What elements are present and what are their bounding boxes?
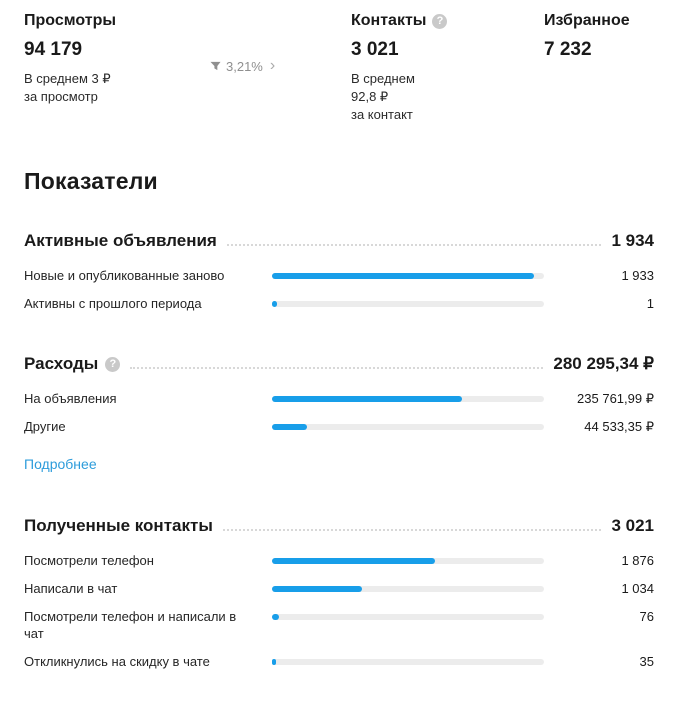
metric-row: Новые и опубликованные заново 1 933 xyxy=(24,267,654,284)
section-active-listings: Активные объявления 1 934 Новые и опубли… xyxy=(24,231,654,312)
metric-label: Написали в чат xyxy=(24,581,118,596)
bar-fill xyxy=(272,586,362,592)
bar-fill xyxy=(272,558,436,564)
contacts-label: Контакты xyxy=(351,12,427,29)
dotted-leader xyxy=(130,367,544,369)
section-total: 1 934 xyxy=(611,231,654,250)
metric-value: 35 xyxy=(639,654,654,669)
bar-track xyxy=(272,273,544,279)
section-title: Активные объявления xyxy=(24,231,217,250)
contacts-subtext: В среднем 92,8 ₽ за контакт xyxy=(351,71,415,122)
stat-views: Просмотры 94 179 В среднем 3 ₽ за просмо… xyxy=(24,12,116,106)
metric-rows: Посмотрели телефон 1 876 Написали в чат … xyxy=(24,552,654,670)
section-expenses: Расходы 280 295,34 ₽ На объявления 235 7… xyxy=(24,354,654,474)
help-icon[interactable] xyxy=(105,356,121,372)
bar-fill xyxy=(272,614,279,620)
stat-contacts: Контакты 3 021 В среднем 92,8 ₽ за конта… xyxy=(351,12,448,124)
metric-label: Откликнулись на скидку в чате xyxy=(24,654,210,669)
metric-value: 235 761,99 ₽ xyxy=(577,391,654,406)
metric-value: 44 533,35 ₽ xyxy=(584,419,654,434)
dotted-leader xyxy=(226,244,602,246)
bar-track xyxy=(272,558,544,564)
metric-value: 1 933 xyxy=(621,268,654,283)
bar-fill xyxy=(272,301,278,307)
metric-row: Посмотрели телефон и написали в чат 76 xyxy=(24,608,654,642)
metric-row: Написали в чат 1 034 xyxy=(24,580,654,597)
metric-label: Посмотрели телефон xyxy=(24,553,154,568)
views-subtext: В среднем 3 ₽ за просмотр xyxy=(24,71,111,104)
stat-favorites: Избранное 7 232 xyxy=(544,12,630,61)
contacts-value: 3 021 xyxy=(351,39,399,60)
metric-row: Другие 44 533,35 ₽ xyxy=(24,418,654,435)
section-total: 280 295,34 ₽ xyxy=(553,354,654,373)
page-title: Показатели xyxy=(24,168,158,194)
metric-value: 76 xyxy=(639,609,654,624)
dotted-leader xyxy=(222,529,602,531)
help-icon[interactable] xyxy=(432,13,448,29)
metric-value: 1 876 xyxy=(621,553,654,568)
section-title: Полученные контакты xyxy=(24,516,213,535)
bar-track xyxy=(272,586,544,592)
metric-rows: Новые и опубликованные заново 1 933 Акти… xyxy=(24,267,654,312)
bar-track xyxy=(272,301,544,307)
section-header: Активные объявления 1 934 xyxy=(24,231,654,251)
funnel-icon xyxy=(210,61,221,72)
conversion-rate-value: 3,21% xyxy=(226,58,263,74)
bar-fill xyxy=(272,273,535,279)
favorites-label: Избранное xyxy=(544,12,630,29)
section-total: 3 021 xyxy=(611,516,654,535)
bar-track xyxy=(272,396,544,402)
conversion-rate-link[interactable]: 3,21% xyxy=(210,58,275,74)
metric-label: Другие xyxy=(24,419,66,434)
metric-rows: На объявления 235 761,99 ₽ Другие 44 533… xyxy=(24,390,654,435)
section-header: Полученные контакты 3 021 xyxy=(24,516,654,536)
section-received-contacts: Полученные контакты 3 021 Посмотрели тел… xyxy=(24,516,654,670)
metric-row: Активны с прошлого периода 1 xyxy=(24,295,654,312)
bar-track xyxy=(272,659,544,665)
chevron-right-icon xyxy=(268,58,275,74)
section-title: Расходы xyxy=(24,354,99,373)
details-link[interactable]: Подробнее xyxy=(24,456,97,472)
metric-label: Новые и опубликованные заново xyxy=(24,268,225,283)
metric-row: Откликнулись на скидку в чате 35 xyxy=(24,653,654,670)
bar-track xyxy=(272,424,544,430)
favorites-value: 7 232 xyxy=(544,39,592,60)
bar-fill xyxy=(272,396,463,402)
metric-label: Активны с прошлого периода xyxy=(24,296,202,311)
bar-fill xyxy=(272,424,308,430)
views-label: Просмотры xyxy=(24,12,117,29)
metric-row: Посмотрели телефон 1 876 xyxy=(24,552,654,569)
metric-label: На объявления xyxy=(24,391,117,406)
metric-value: 1 034 xyxy=(621,581,654,596)
views-value: 94 179 xyxy=(24,39,83,60)
metric-label: Посмотрели телефон и написали в чат xyxy=(24,609,237,641)
summary-stats-row: Просмотры 94 179 В среднем 3 ₽ за просмо… xyxy=(24,12,654,140)
bar-track xyxy=(272,614,544,620)
bar-fill xyxy=(272,659,277,665)
metric-value: 1 xyxy=(646,296,654,311)
section-header: Расходы 280 295,34 ₽ xyxy=(24,354,654,374)
metric-row: На объявления 235 761,99 ₽ xyxy=(24,390,654,407)
